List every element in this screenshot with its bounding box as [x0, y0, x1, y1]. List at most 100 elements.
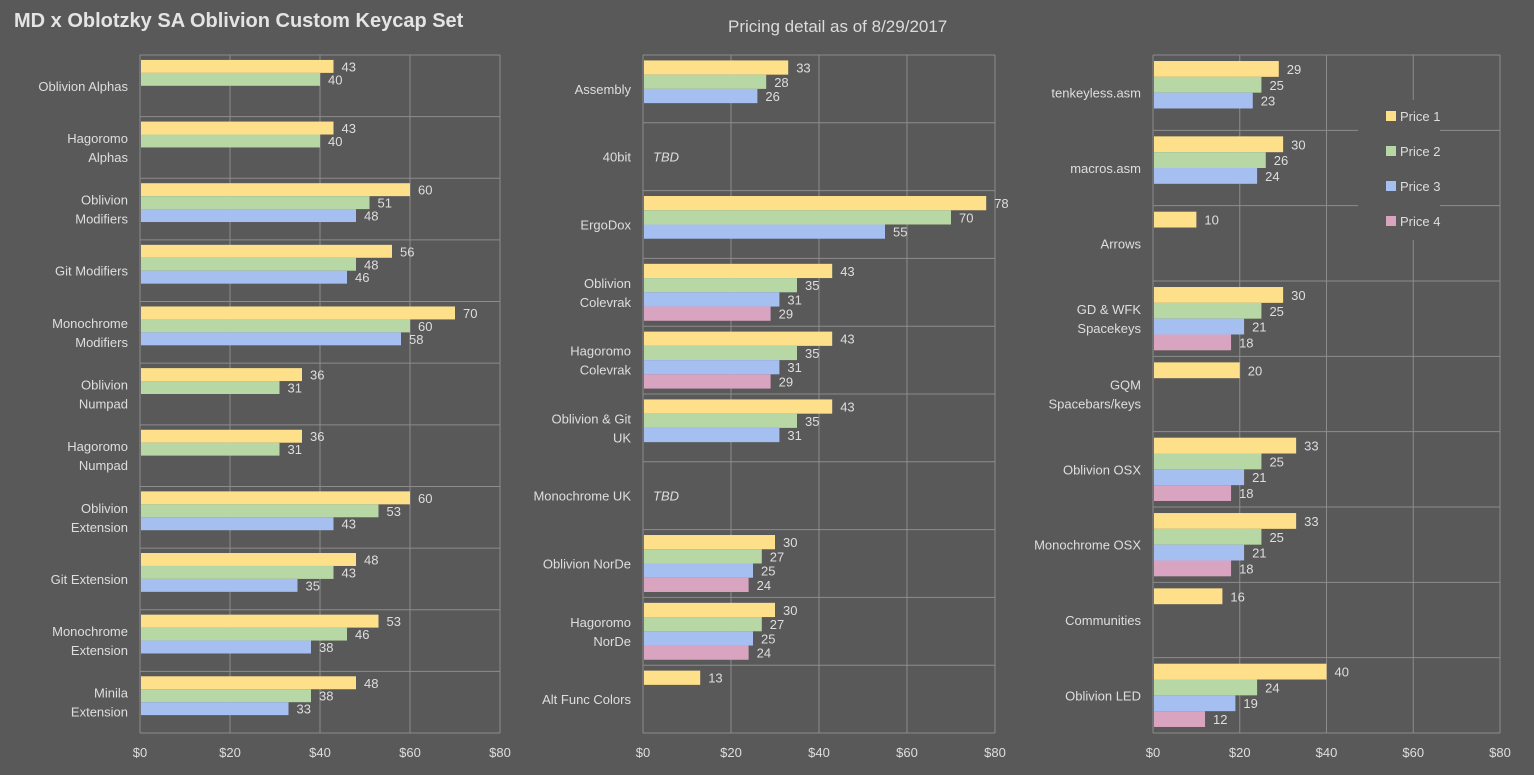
bar-price-2	[1154, 152, 1266, 168]
data-label: 60	[418, 491, 432, 506]
tbd-note: TBD	[653, 489, 679, 504]
data-label: 33	[297, 702, 311, 717]
bar-price-3	[1154, 469, 1245, 486]
bar-price-2	[1154, 453, 1262, 470]
bar-price-2	[141, 72, 320, 86]
data-label: 25	[761, 564, 775, 579]
data-label: 26	[765, 89, 779, 104]
bar-price-4	[1154, 711, 1206, 727]
data-label: 35	[805, 414, 819, 429]
x-tick-label: $40	[1316, 745, 1338, 760]
bar-price-1	[141, 429, 302, 443]
bar-price-3	[644, 360, 780, 375]
bar-price-4	[644, 645, 749, 660]
bar-price-3	[1154, 695, 1236, 712]
legend-swatch	[1386, 111, 1396, 121]
x-tick-label: $40	[309, 745, 331, 760]
bar-price-3	[141, 640, 311, 654]
category-label: Oblivion & Git UK	[552, 411, 632, 445]
bar-price-3	[644, 224, 885, 239]
data-label: 43	[840, 332, 854, 347]
category-label: ErgoDox	[580, 218, 631, 233]
category-label: Oblivion Numpad	[79, 378, 128, 412]
data-label: 43	[342, 565, 356, 580]
data-label: 43	[840, 400, 854, 415]
bar-price-2	[141, 319, 410, 333]
x-tick-label: $0	[636, 745, 650, 760]
bar-price-1	[1154, 437, 1297, 454]
data-label: 18	[1239, 486, 1253, 501]
bar-price-1	[141, 676, 356, 690]
bar-price-4	[1154, 560, 1232, 577]
data-label: 60	[418, 183, 432, 198]
category-label: macros.asm	[1070, 161, 1141, 176]
data-label: 16	[1230, 589, 1244, 604]
chart-subtitle: Pricing detail as of 8/29/2017	[728, 17, 948, 36]
bar-price-1	[644, 331, 833, 346]
bar-price-2	[644, 549, 762, 564]
bar-price-1	[644, 535, 775, 550]
data-label: 24	[757, 646, 771, 661]
data-label: 24	[1265, 680, 1279, 695]
data-label: 38	[319, 640, 333, 655]
bar-price-1	[644, 60, 789, 75]
data-label: 36	[310, 429, 324, 444]
data-label: 48	[364, 209, 378, 224]
category-label: Oblivion Modifiers	[75, 193, 128, 227]
bar-price-2	[1154, 302, 1262, 319]
bar-price-3	[644, 563, 753, 578]
data-label: 12	[1213, 712, 1227, 727]
legend-swatch	[1386, 216, 1396, 226]
category-label: Assembly	[575, 82, 632, 97]
bar-price-3	[141, 270, 347, 284]
category-label: Oblivion LED	[1065, 688, 1141, 703]
category-label: Oblivion Extension	[71, 501, 128, 535]
bar-price-2	[644, 210, 951, 225]
bar-price-1	[1154, 513, 1297, 529]
category-label: tenkeyless.asm	[1051, 86, 1141, 101]
bar-price-1	[141, 121, 334, 135]
data-label: 48	[364, 676, 378, 691]
data-label: 10	[1204, 213, 1218, 228]
data-label: 40	[1335, 665, 1349, 680]
data-label: 21	[1252, 470, 1266, 485]
data-label: 18	[1239, 561, 1253, 576]
data-label: 46	[355, 627, 369, 642]
bar-price-2	[141, 196, 370, 210]
bar-price-4	[1154, 485, 1232, 501]
data-label: 20	[1248, 363, 1262, 378]
data-label: 40	[328, 72, 342, 87]
data-label: 25	[1269, 530, 1283, 545]
bar-price-1	[141, 491, 410, 505]
bar-price-3	[1154, 92, 1253, 109]
bar-price-2	[141, 442, 280, 456]
category-label: Hagoromo NorDe	[570, 615, 631, 649]
category-label: Git Extension	[51, 572, 128, 587]
bar-price-2	[1154, 679, 1258, 696]
bar-price-2	[644, 413, 797, 428]
category-label: GQM Spacebars/keys	[1049, 378, 1142, 412]
data-label: 25	[1269, 78, 1283, 93]
category-label: Arrows	[1101, 236, 1142, 251]
bar-price-3	[644, 88, 758, 104]
data-label: 31	[787, 360, 801, 375]
data-label: 40	[328, 134, 342, 149]
data-label: 25	[1269, 454, 1283, 469]
data-label: 46	[355, 270, 369, 285]
bar-price-1	[1154, 663, 1327, 680]
data-label: 30	[1291, 137, 1305, 152]
bar-price-1	[644, 196, 987, 211]
legend-label: Price 2	[1400, 144, 1440, 159]
bar-price-2	[141, 381, 280, 394]
data-label: 19	[1243, 696, 1257, 711]
data-label: 25	[1269, 304, 1283, 319]
legend-swatch	[1386, 146, 1396, 156]
legend-label: Price 4	[1400, 214, 1440, 229]
data-label: 51	[378, 196, 392, 211]
data-label: 43	[342, 59, 356, 74]
category-label: Minila Extension	[71, 686, 129, 720]
data-label: 21	[1252, 320, 1266, 335]
data-label: 48	[364, 257, 378, 272]
bar-price-1	[1154, 61, 1279, 77]
bar-price-2	[644, 617, 762, 632]
